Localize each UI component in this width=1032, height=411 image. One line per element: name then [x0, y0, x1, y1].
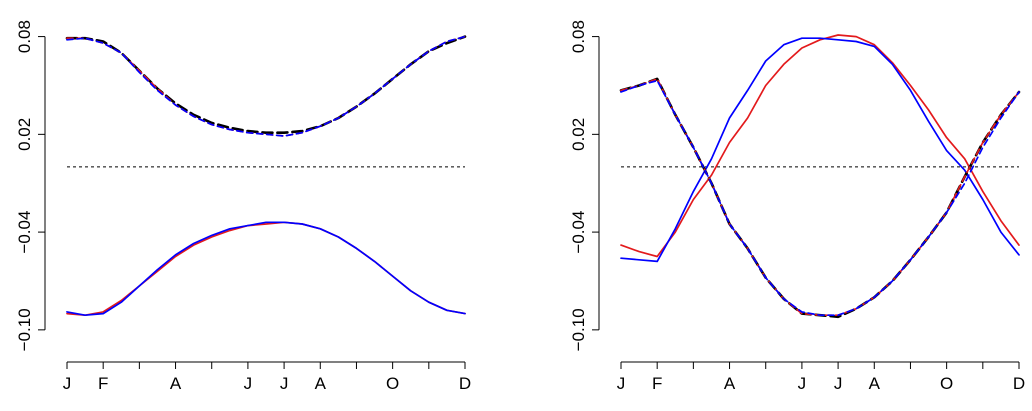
x-tick-label: F [652, 374, 662, 393]
series-line [66, 221, 466, 317]
series-line [620, 37, 1020, 263]
y-tick-label: −0.10 [569, 308, 588, 351]
chart-panel-right: −0.10 −0.04 0.02 0.08 J F A J J A O D [569, 20, 1025, 393]
x-tick-label: A [869, 374, 881, 393]
x-tick-label: A [724, 374, 736, 393]
y-tick-label: 0.08 [15, 20, 34, 53]
y-tick-label: 0.08 [569, 20, 588, 53]
y-tick-label: −0.10 [15, 308, 34, 351]
series-line [66, 35, 466, 137]
series-line [620, 34, 1020, 258]
x-tick-label: A [170, 374, 182, 393]
x-tick-label: F [98, 374, 108, 393]
series-line [66, 221, 466, 317]
chart-panel-left: −0.10 −0.04 0.02 0.08 J F A J J A O D [15, 20, 471, 393]
series-line [620, 78, 1020, 317]
x-tick-label: D [1013, 374, 1025, 393]
y-tick-label: 0.02 [569, 118, 588, 151]
series-line [620, 79, 1020, 317]
series-line [65, 35, 467, 134]
y-tick-label: −0.04 [15, 211, 34, 254]
y-tick-label: 0.02 [15, 118, 34, 151]
x-tick-label: J [834, 374, 843, 393]
x-tick-label: D [459, 374, 471, 393]
x-tick-label: J [280, 374, 289, 393]
series-line [66, 35, 466, 137]
x-tick-label: J [244, 374, 253, 393]
y-tick-label: −0.04 [569, 211, 588, 254]
x-tick-label: J [63, 374, 72, 393]
x-tick-label: O [386, 374, 399, 393]
x-tick-label: A [315, 374, 327, 393]
x-tick-label: O [940, 374, 953, 393]
x-tick-label: J [798, 374, 807, 393]
series-line [619, 77, 1021, 319]
x-tick-label: J [617, 374, 626, 393]
